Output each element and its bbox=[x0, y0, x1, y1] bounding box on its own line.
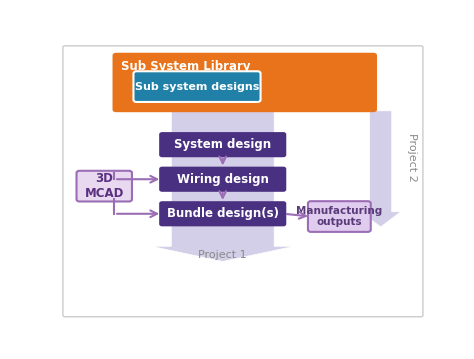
FancyBboxPatch shape bbox=[159, 132, 286, 157]
Text: Bundle design(s): Bundle design(s) bbox=[167, 207, 279, 220]
FancyBboxPatch shape bbox=[112, 53, 377, 112]
FancyBboxPatch shape bbox=[63, 46, 423, 317]
FancyBboxPatch shape bbox=[134, 71, 261, 102]
Text: Manufacturing
outputs: Manufacturing outputs bbox=[296, 206, 383, 227]
Text: Sub System Library: Sub System Library bbox=[120, 61, 250, 74]
Text: System design: System design bbox=[174, 138, 271, 151]
FancyBboxPatch shape bbox=[308, 201, 371, 232]
Text: Sub system designs: Sub system designs bbox=[135, 81, 259, 92]
FancyBboxPatch shape bbox=[76, 171, 132, 201]
Text: Project 2: Project 2 bbox=[407, 134, 417, 182]
Polygon shape bbox=[151, 111, 294, 261]
FancyBboxPatch shape bbox=[159, 201, 286, 227]
FancyBboxPatch shape bbox=[159, 167, 286, 192]
Text: Project 1: Project 1 bbox=[199, 250, 247, 260]
Text: Wiring design: Wiring design bbox=[177, 173, 269, 186]
Text: 3D
MCAD: 3D MCAD bbox=[84, 172, 124, 200]
Polygon shape bbox=[360, 111, 401, 227]
